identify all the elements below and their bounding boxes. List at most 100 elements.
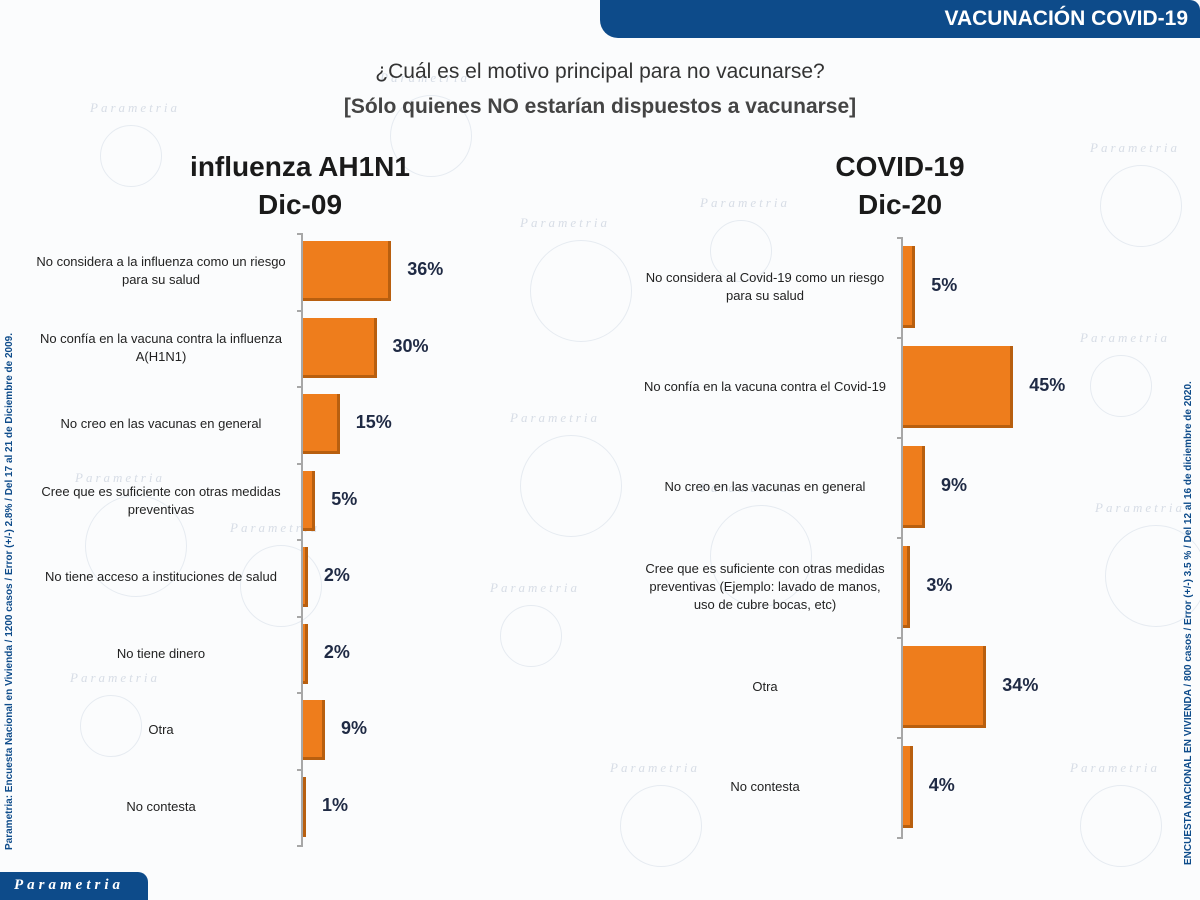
- data-label: 1%: [322, 794, 349, 815]
- category-label: No creo en las vacunas en general: [60, 416, 262, 432]
- data-label: 3%: [926, 575, 953, 595]
- category-label: Otra: [148, 722, 174, 738]
- watermark-text: Parametria: [700, 195, 790, 210]
- watermark-text: Parametria: [700, 480, 790, 495]
- axis-tick: [297, 462, 303, 465]
- axis-tick: [297, 309, 303, 312]
- watermark-circle: [80, 695, 142, 757]
- watermark-text: Parametria: [75, 470, 165, 485]
- chart-right-title: COVID-19: [835, 151, 965, 182]
- watermark-circle: [1100, 165, 1182, 247]
- bar: [303, 241, 392, 302]
- bar: [903, 546, 911, 628]
- bar: [903, 246, 916, 328]
- bar: [903, 446, 926, 528]
- category-label: No contesta: [730, 779, 800, 794]
- logo-text: Parametria: [14, 877, 124, 893]
- watermark-circle: [620, 785, 702, 867]
- chart-title-left: influenza AH1N1 Dic-09: [150, 148, 450, 224]
- axis-tick: [297, 692, 303, 694]
- data-label: 5%: [331, 488, 358, 509]
- question-subtitle: [Sólo quienes NO estarían dispuestos a v…: [343, 95, 857, 118]
- data-label: 45%: [1029, 375, 1066, 395]
- axis-tick: [897, 737, 903, 739]
- axis-tick: [297, 539, 303, 541]
- watermark-text: Parametria: [610, 760, 700, 775]
- axis-tick: [297, 233, 303, 235]
- watermark-text: Parametria: [1090, 140, 1180, 155]
- chart-left-subtitle: Dic-09: [257, 189, 343, 220]
- parametria-logo: Parametria: [0, 872, 148, 900]
- category-label: No considera a la influenza como un ries…: [36, 254, 286, 288]
- data-label: 9%: [341, 718, 368, 739]
- category-label: No creo en las vacunas en general: [664, 479, 866, 494]
- category-label: No confía en la vacuna contra el Covid-1…: [643, 379, 887, 394]
- category-label: Cree que es suficiente con otras medidas…: [41, 483, 281, 517]
- axis-tick: [897, 537, 903, 539]
- banner-title: VACUNACIÓN COVID-19: [944, 7, 1188, 30]
- question-title: ¿Cuál es el motivo principal para no vac…: [375, 60, 825, 83]
- watermark-circle: [530, 240, 632, 342]
- data-label: 2%: [323, 565, 350, 586]
- watermark-circle: [100, 125, 162, 187]
- watermark-text: Parametria: [90, 100, 180, 115]
- watermark-circle: [710, 220, 772, 282]
- watermark-text: Parametria: [380, 70, 470, 85]
- axis-tick: [897, 437, 903, 439]
- category-label: Cree que es suficiente con otras medidas…: [645, 561, 885, 612]
- watermark-text: Parametria: [1095, 500, 1185, 515]
- source-note-right: ENCUESTA NACIONAL EN VIVIENDA / 800 caso…: [1183, 381, 1194, 865]
- watermark-circle: [390, 95, 472, 177]
- data-label: 5%: [931, 275, 958, 295]
- axis-tick: [297, 768, 303, 771]
- category-label: Otra: [752, 679, 778, 694]
- bar: [903, 646, 987, 728]
- watermark-circle: [1105, 525, 1200, 627]
- bar: [303, 700, 326, 761]
- watermark-circle: [710, 505, 812, 607]
- source-note-left: Parametria: Encuesta Nacional en Viviend…: [4, 332, 15, 850]
- bar: [903, 346, 1014, 428]
- axis-tick: [897, 337, 903, 339]
- axis-tick: [297, 845, 303, 847]
- bar: [303, 317, 377, 378]
- category-label: No contesta: [126, 798, 196, 814]
- watermark-circle: [520, 435, 622, 537]
- data-label: 4%: [928, 775, 955, 795]
- data-label: 2%: [323, 641, 350, 662]
- chart-title-right: COVID-19 Dic-20: [750, 148, 1050, 224]
- axis-tick: [297, 386, 303, 388]
- data-label: 34%: [1002, 675, 1039, 695]
- category-label: No tiene acceso a instituciones de salud: [45, 569, 277, 585]
- watermark-circle: [500, 605, 562, 667]
- bar: [303, 547, 308, 608]
- axis-tick: [897, 237, 903, 239]
- watermark-text: Parametria: [70, 670, 160, 685]
- bar: [303, 394, 340, 455]
- bar: [903, 746, 913, 828]
- bar: [303, 776, 306, 837]
- watermark-text: Parametria: [490, 580, 580, 595]
- data-label: 15%: [355, 412, 392, 433]
- bar: [303, 623, 308, 684]
- data-label: 36%: [407, 259, 444, 280]
- chart-right-subtitle: Dic-20: [857, 189, 943, 220]
- watermark-circle: [1090, 355, 1152, 417]
- axis-tick: [297, 615, 303, 618]
- axis-tick: [897, 637, 903, 639]
- watermark-text: Parametria: [1070, 760, 1160, 775]
- watermark-text: Parametria: [510, 410, 600, 425]
- data-label: 9%: [941, 475, 968, 495]
- chart-left-title: influenza AH1N1: [190, 151, 410, 182]
- watermark-circle: [1080, 785, 1162, 867]
- watermark-circle: [85, 495, 187, 597]
- watermark-text: Parametria: [1080, 330, 1170, 345]
- category-label: No considera al Covid-19 como un riesgo …: [645, 270, 885, 303]
- category-label: No tiene dinero: [116, 645, 206, 661]
- watermark-text: Parametria: [520, 215, 610, 230]
- axis-tick: [897, 837, 903, 839]
- watermark-text: Parametria: [230, 520, 320, 535]
- data-label: 30%: [392, 335, 429, 356]
- category-label: No confía en la vacuna contra la influen…: [39, 330, 283, 364]
- bar: [303, 470, 316, 531]
